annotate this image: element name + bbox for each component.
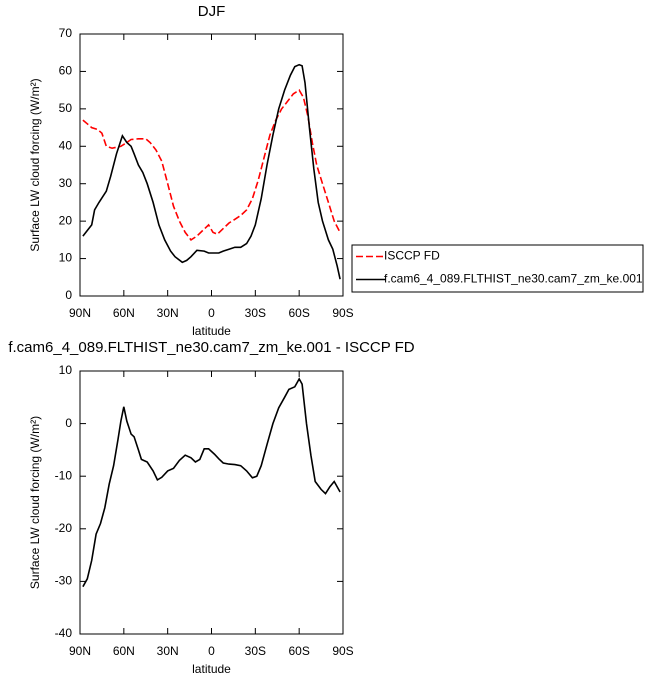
series-line <box>82 63 341 280</box>
y-axis-label: Surface LW cloud forcing (W/m²) <box>28 416 42 589</box>
x-tick-label: 60N <box>113 644 135 658</box>
y-tick-label: -30 <box>55 574 73 588</box>
y-tick-label: -20 <box>55 521 73 535</box>
chart-title: DJF <box>198 3 226 20</box>
series-line <box>82 88 341 241</box>
x-tick-label: 90S <box>332 644 353 658</box>
series-line <box>82 377 341 588</box>
y-tick-label: 40 <box>59 138 73 152</box>
legend-label: f.cam6_4_089.FLTHIST_ne30.cam7_zm_ke.001 <box>384 272 643 286</box>
y-tick-label: 30 <box>59 176 73 190</box>
x-tick-label: 30S <box>245 644 266 658</box>
chart-title: f.cam6_4_089.FLTHIST_ne30.cam7_zm_ke.001… <box>8 339 414 356</box>
y-tick-label: 0 <box>65 288 72 302</box>
y-tick-label: 10 <box>59 363 73 377</box>
y-tick-label: 0 <box>65 416 72 430</box>
y-axis-label: Surface LW cloud forcing (W/m²) <box>28 78 42 251</box>
x-axis-label: latitude <box>192 324 231 338</box>
x-tick-label: 0 <box>208 306 215 320</box>
plot-frame <box>79 33 344 297</box>
x-tick-label: 30N <box>157 644 179 658</box>
x-tick-label: 90N <box>69 306 91 320</box>
y-tick-label: 70 <box>59 26 73 40</box>
legend-label: ISCCP FD <box>384 249 440 263</box>
plot-frame <box>79 370 344 635</box>
x-axis-label: latitude <box>192 662 231 676</box>
y-tick-label: -10 <box>55 468 73 482</box>
x-tick-label: 60S <box>288 644 309 658</box>
x-tick-label: 60N <box>113 306 135 320</box>
x-tick-label: 90S <box>332 306 353 320</box>
y-tick-label: -40 <box>55 626 73 640</box>
x-tick-label: 30S <box>245 306 266 320</box>
y-tick-label: 10 <box>59 251 73 265</box>
x-tick-label: 60S <box>288 306 309 320</box>
legend-box <box>351 244 644 293</box>
y-tick-label: 50 <box>59 101 73 115</box>
y-tick-label: 60 <box>59 64 73 78</box>
x-tick-label: 90N <box>69 644 91 658</box>
x-tick-label: 30N <box>157 306 179 320</box>
y-tick-label: 20 <box>59 213 73 227</box>
x-tick-label: 0 <box>208 644 215 658</box>
